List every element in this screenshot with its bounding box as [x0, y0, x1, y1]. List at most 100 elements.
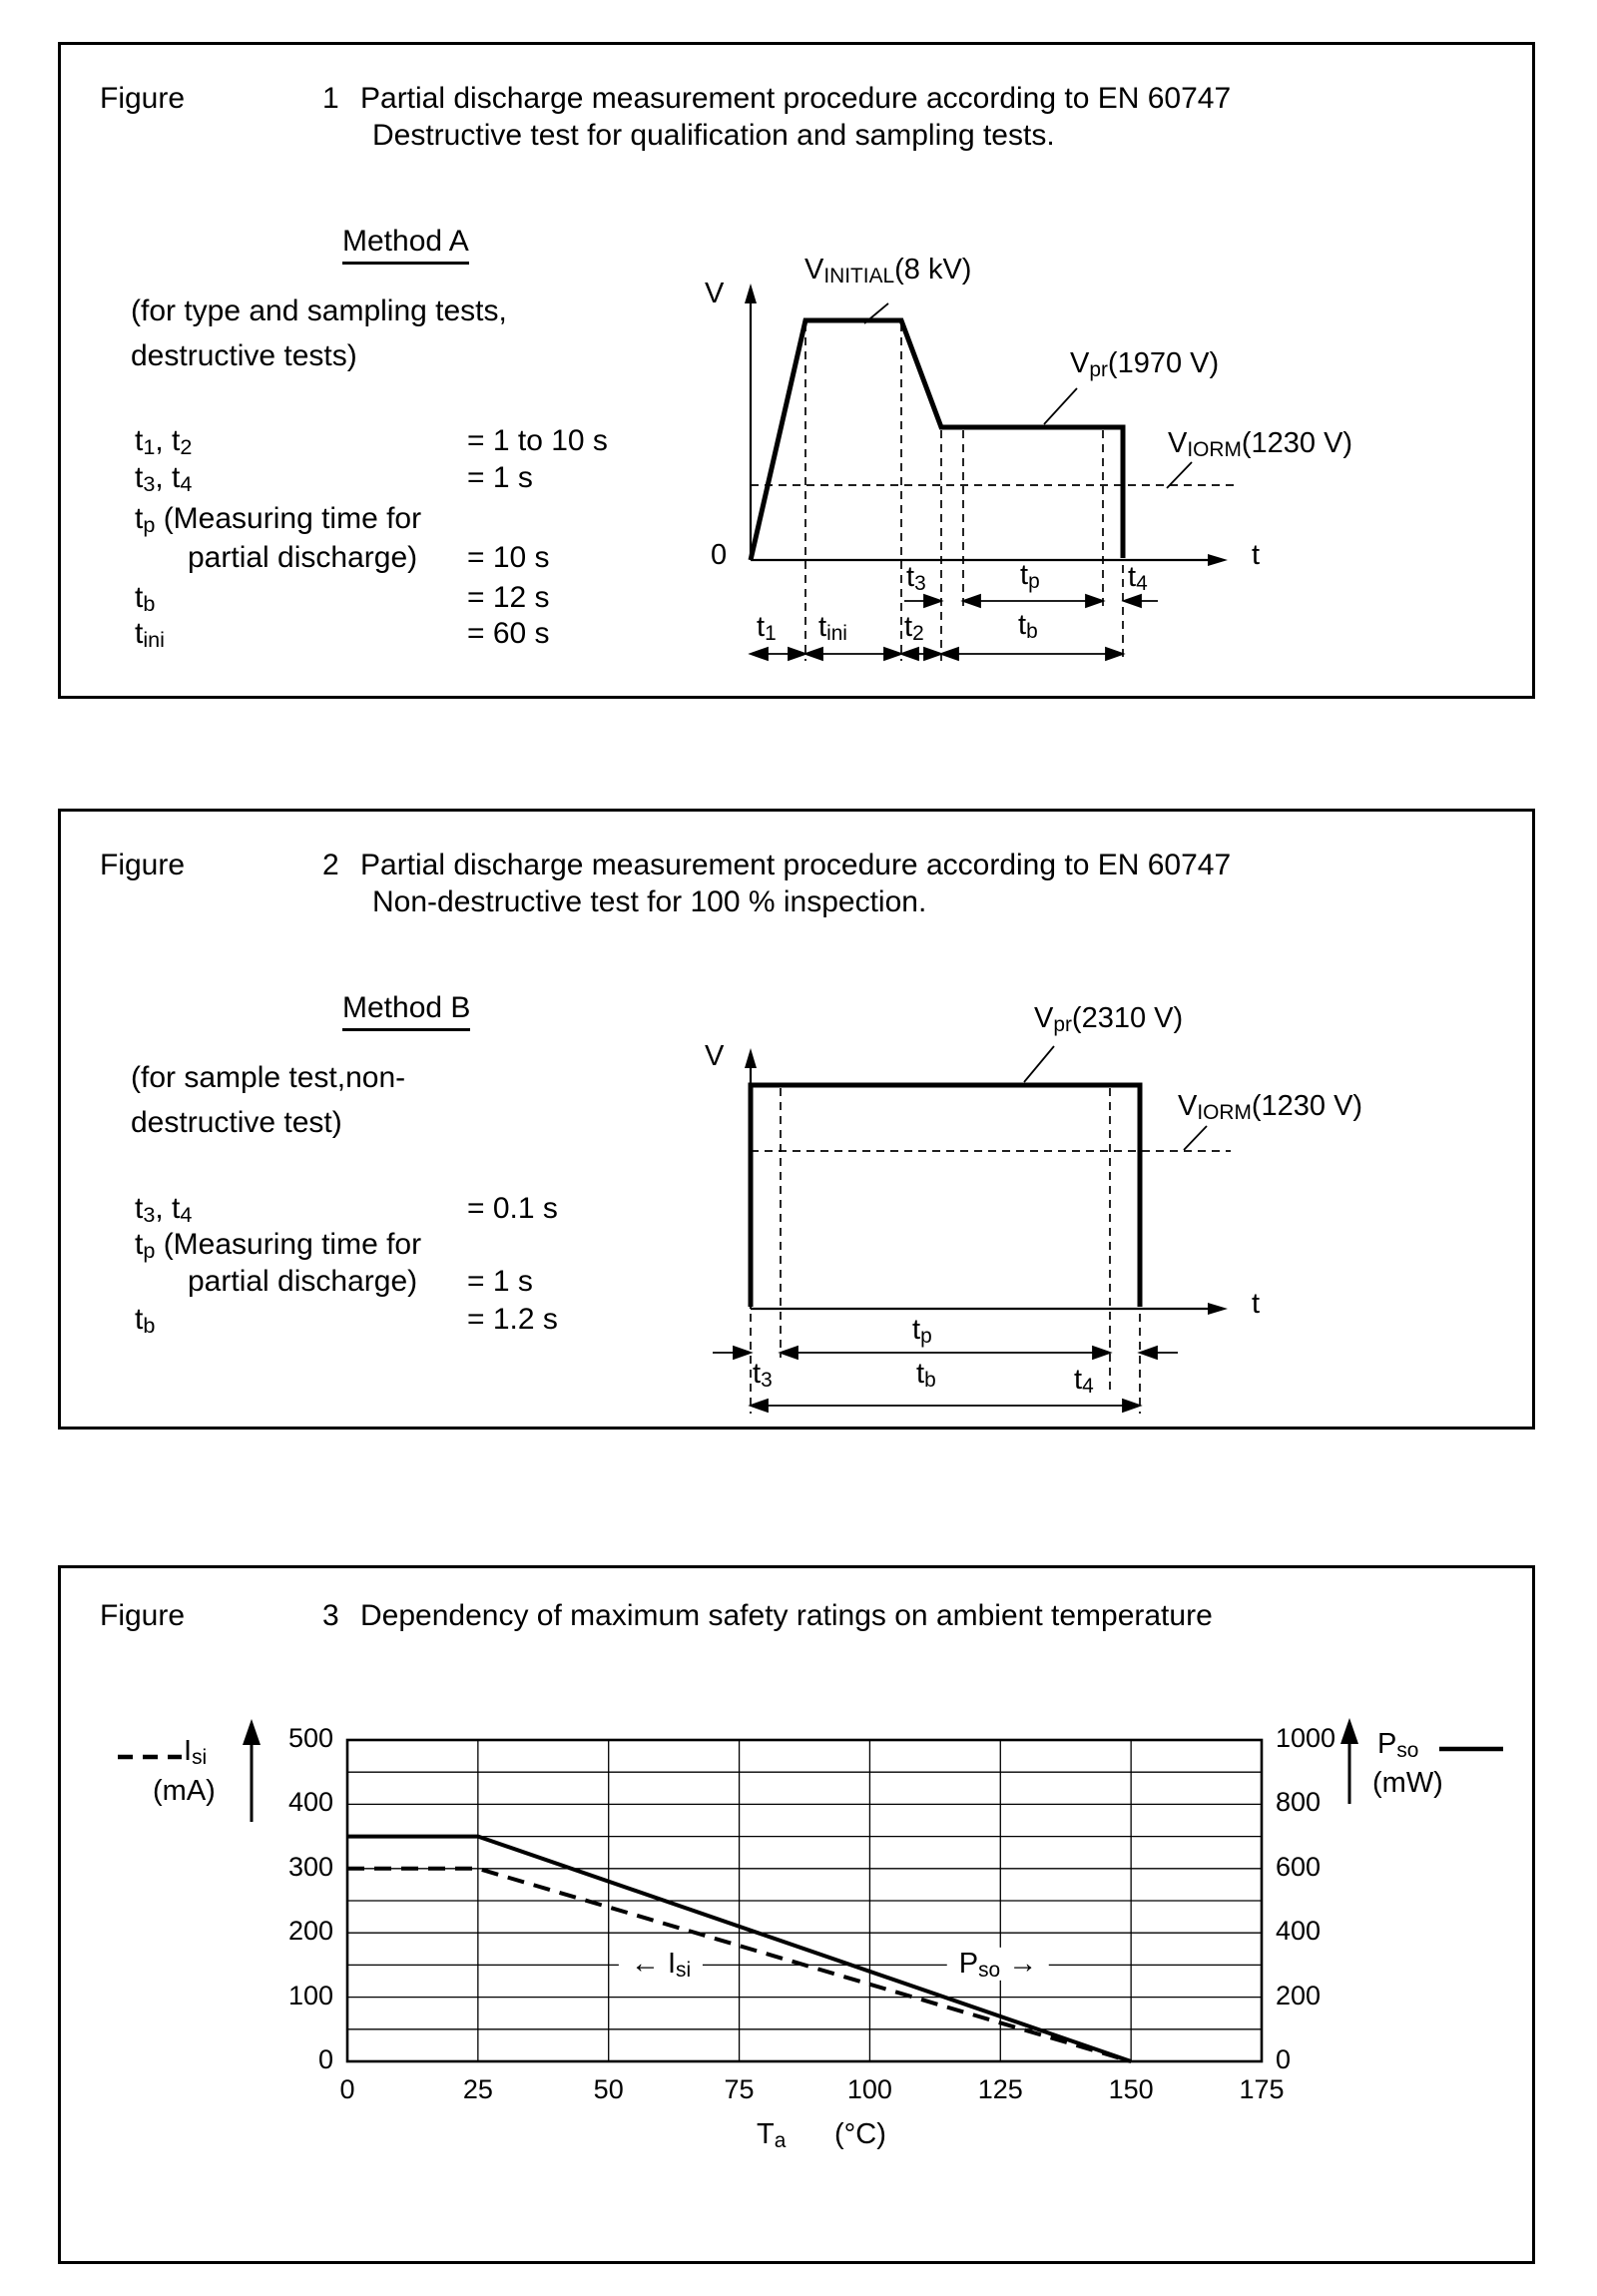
fig2-dashed-guides — [750, 1088, 1231, 1414]
param-name: partial discharge) — [188, 541, 418, 574]
right-axis-arrowhead — [1340, 1718, 1358, 1744]
figure3-title-line1: Dependency of maximum safety ratings on … — [360, 1599, 1213, 1632]
fig2-time-tp: tp — [912, 1314, 932, 1348]
fig1-voltage-waveform — [748, 317, 1126, 561]
param-value: = 12 s — [467, 581, 550, 614]
fig1-time-tb: tb — [1018, 609, 1038, 643]
fig1-dashed-guides — [751, 323, 1235, 661]
left-axis-arrowhead — [243, 1719, 261, 1745]
param-name: tb — [135, 1303, 156, 1338]
y-right-tick-label: 600 — [1276, 1851, 1322, 1882]
fig1-time-t1: t1 — [757, 611, 777, 645]
figure1-title-line1: Partial discharge measurement procedure … — [360, 82, 1232, 115]
right-legend-series-label: Pso — [1377, 1728, 1419, 1762]
pso-curve-label: Pso → — [946, 1947, 1050, 1981]
fig1-time-tini: tini — [818, 611, 847, 645]
figure3-legend-artwork — [118, 1718, 1503, 1822]
figure1-box: Figure 1 Partial discharge measurement p… — [58, 42, 1535, 699]
param-value: = 1 s — [467, 461, 533, 494]
figure2-method-heading: Method B — [342, 991, 471, 1031]
fig1-time-t2: t2 — [904, 611, 924, 645]
fig2-axes — [749, 1064, 1214, 1311]
fig1-vinitial-label: VINITIAL(8 kV) — [804, 254, 972, 287]
figure1-waveform-diagram — [745, 284, 1235, 662]
param-value: = 1 to 10 s — [467, 424, 608, 457]
fig2-viorm-label: VIORM(1230 V) — [1178, 1090, 1363, 1124]
x-tick-label: 25 — [462, 2074, 493, 2104]
isi-curve-label: ← Isi — [618, 1947, 704, 1981]
fig2-label-leader-lines — [1023, 1045, 1208, 1151]
x-axis-unit: (°C) — [834, 2118, 886, 2150]
fig2-v-axis-label: V — [705, 1040, 725, 1072]
x-tick-label: 150 — [1108, 2074, 1154, 2104]
figure2-title-line1: Partial discharge measurement procedure … — [360, 849, 1232, 881]
fig1-axes — [749, 299, 1214, 562]
fig2-time-tb: tb — [916, 1358, 936, 1392]
figure1-note-line1: (for type and sampling tests, — [131, 294, 507, 327]
figure3-box: Figure 3 Dependency of maximum safety ra… — [58, 1565, 1535, 2264]
fig1-dimension-arrows — [748, 593, 1158, 662]
figure2-note-line1: (for sample test,non- — [131, 1061, 406, 1094]
figure2-title-line2: Non-destructive test for 100 % inspectio… — [372, 885, 927, 918]
param-value: = 60 s — [467, 617, 550, 650]
param-value: = 1.2 s — [467, 1303, 558, 1336]
figure1-method-heading: Method A — [342, 225, 469, 265]
param-name: tp (Measuring time for — [135, 502, 422, 537]
fig2-time-t4: t4 — [1074, 1364, 1094, 1398]
fig1-time-t4: t4 — [1128, 561, 1148, 595]
fig1-t-axis-label: t — [1252, 539, 1261, 571]
figure2-box: Figure 2 Partial discharge measurement p… — [58, 809, 1535, 1430]
y-left-tick-label: 400 — [287, 1787, 333, 1818]
fig1-vpr-label: Vpr(1970 V) — [1070, 347, 1220, 381]
param-name: tini — [135, 617, 165, 652]
figure1-title-line2: Destructive test for qualification and s… — [372, 119, 1055, 152]
param-name: tp (Measuring time for — [135, 1228, 422, 1263]
left-legend-unit-label: (mA) — [153, 1775, 216, 1807]
figure3-number: 3 — [322, 1599, 339, 1632]
param-name: tb — [135, 581, 156, 616]
figure2-note-line2: destructive test) — [131, 1106, 342, 1139]
param-name: t3, t4 — [135, 1192, 193, 1227]
y-right-tick-label: 200 — [1276, 1980, 1322, 2010]
y-right-tick-label: 800 — [1276, 1787, 1322, 1818]
fig1-t-axis-arrowhead — [1208, 554, 1228, 566]
fig1-label-leader-lines — [863, 302, 1193, 489]
isi-curve — [347, 1866, 1132, 2063]
fig1-time-t3: t3 — [906, 561, 926, 595]
right-legend-unit-label: (mW) — [1372, 1767, 1443, 1799]
param-name: t3, t4 — [135, 461, 193, 496]
figure1-number: 1 — [322, 82, 339, 115]
plot-border — [345, 1738, 1264, 2063]
figure3-caption-word: Figure — [100, 1599, 186, 1632]
fig1-origin-label: 0 — [711, 539, 728, 571]
x-tick-label: 0 — [339, 2074, 355, 2104]
y-left-tick-label: 300 — [287, 1851, 333, 1882]
figure3-derating-chart — [345, 1738, 1264, 2063]
y-right-tick-label: 0 — [1276, 2044, 1292, 2074]
pso-curve — [347, 1834, 1132, 2063]
figure2-waveform-diagram — [713, 1045, 1231, 1414]
x-tick-label: 50 — [593, 2074, 624, 2104]
y-left-tick-label: 500 — [287, 1723, 333, 1753]
fig2-voltage-waveform — [748, 1082, 1143, 1307]
y-right-tick-label: 1000 — [1276, 1723, 1336, 1753]
figure2-caption-word: Figure — [100, 849, 186, 881]
left-legend-series-label: Isi — [184, 1735, 208, 1769]
figure1-note-line2: destructive tests) — [131, 339, 357, 372]
fig2-dimension-arrows — [713, 1345, 1178, 1414]
y-right-tick-label: 400 — [1276, 1916, 1322, 1947]
figure1-caption-word: Figure — [100, 82, 186, 115]
param-name: partial discharge) — [188, 1265, 418, 1298]
y-left-tick-label: 0 — [317, 2044, 333, 2074]
param-name: t1, t2 — [135, 424, 193, 459]
param-value: = 10 s — [467, 541, 550, 574]
param-value: = 0.1 s — [467, 1192, 558, 1225]
x-tick-label: 125 — [977, 2074, 1023, 2104]
fig1-viorm-label: VIORM(1230 V) — [1168, 427, 1353, 461]
y-left-tick-label: 100 — [287, 1980, 333, 2010]
y-left-tick-label: 200 — [287, 1916, 333, 1947]
fig2-v-axis-arrowhead — [745, 1048, 757, 1068]
fig2-vpr-label: Vpr(2310 V) — [1034, 1002, 1184, 1036]
x-axis-title: Ta — [757, 2118, 787, 2152]
